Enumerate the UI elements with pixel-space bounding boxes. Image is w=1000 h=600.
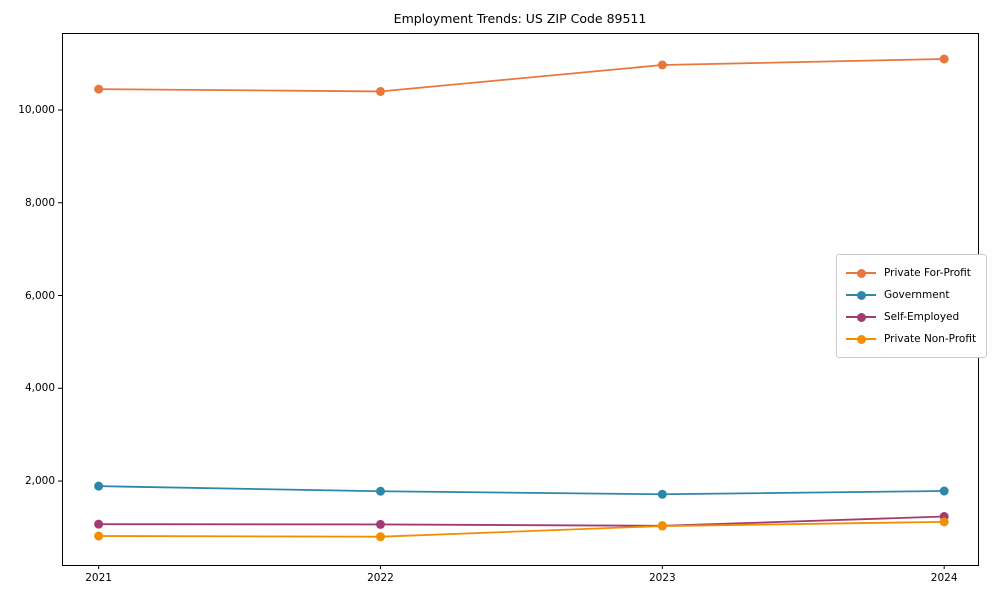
y-tick-label: 10,000: [18, 103, 55, 116]
y-tick-label: 6,000: [24, 289, 55, 302]
x-tick-label: 2023: [648, 572, 676, 584]
legend-line-marker-icon: [846, 290, 876, 300]
data-point-marker: [94, 481, 104, 491]
y-tick-label: 2,000: [24, 475, 55, 488]
x-tick-label: 2024: [930, 572, 958, 584]
chart-title: Employment Trends: US ZIP Code 89511: [393, 11, 647, 26]
legend-item: Private For-Profit: [846, 262, 976, 284]
data-point-marker: [375, 486, 385, 496]
data-point-marker: [375, 86, 385, 96]
series-line-private-for-profit: [98, 58, 945, 93]
y-tick-label: 8,000: [24, 196, 55, 209]
data-point-marker: [94, 531, 104, 541]
legend-item: Government: [846, 284, 976, 306]
data-point-marker: [939, 486, 949, 496]
data-point-marker: [94, 84, 104, 94]
data-point-marker: [94, 519, 104, 529]
data-point-marker: [375, 532, 385, 542]
legend-line-marker-icon: [846, 334, 876, 344]
legend-line-marker-icon: [846, 268, 876, 278]
legend-line-marker-icon: [846, 312, 876, 322]
data-point-marker: [939, 517, 949, 527]
series-line-private-non-profit: [98, 520, 945, 538]
legend-label: Private Non-Profit: [884, 333, 977, 345]
data-point-marker: [657, 521, 667, 531]
legend-label: Private For-Profit: [884, 267, 971, 279]
x-tick-label: 2021: [85, 572, 112, 584]
data-point-marker: [375, 519, 385, 529]
legend: Private For-Profit Government Self-Employe…: [836, 254, 988, 358]
legend-item: Private Non-Profit: [846, 328, 976, 350]
legend-item: Self-Employed: [846, 306, 976, 328]
y-tick-label: 4,000: [24, 382, 55, 395]
series-line-self-employed: [98, 515, 945, 527]
legend-label: Government: [884, 289, 950, 301]
data-point-marker: [657, 60, 667, 70]
series-line-government: [98, 485, 945, 496]
x-tick-label: 2022: [367, 572, 394, 584]
legend-label: Self-Employed: [884, 311, 960, 323]
data-point-marker: [657, 489, 667, 499]
data-point-marker: [939, 54, 949, 64]
